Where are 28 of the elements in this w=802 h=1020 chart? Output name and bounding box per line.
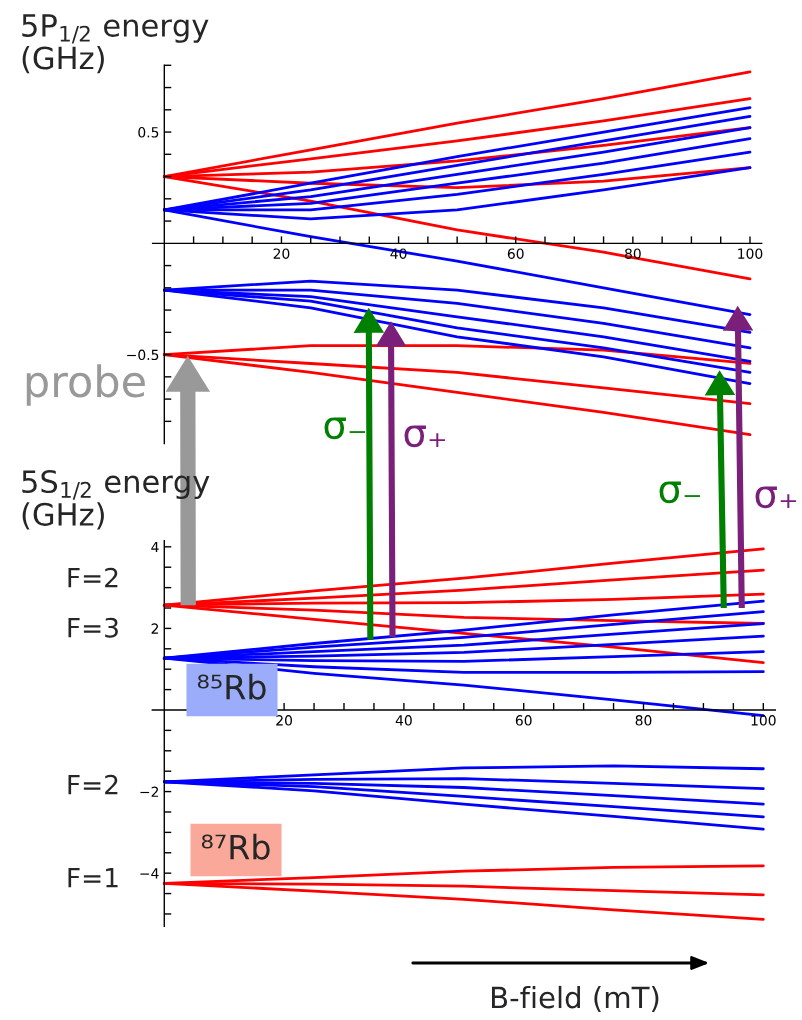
y-tick-label: −0.5 [127, 349, 159, 361]
text: σ₋ [659, 481, 700, 504]
annotation: ⁸⁷Rb [201, 833, 270, 860]
text: probe [26, 364, 145, 406]
y-tick-label: −4 [140, 868, 159, 879]
y-tick-label: 4 [151, 541, 159, 553]
y-tick-label: 0.5 [138, 127, 159, 138]
x-tick-label: 100 [751, 715, 776, 726]
y-axis-title: 5S$_{1/2}$ energy (GHz) [22, 470, 210, 530]
y-tick-label: 2 [151, 623, 159, 634]
x-tick-label: 20 [276, 715, 292, 726]
annotation: ⁸⁵Rb [197, 673, 266, 700]
text: F=2 [68, 567, 118, 588]
text: σ₊ [755, 486, 796, 509]
x-tick-label: 60 [507, 248, 524, 259]
x-tick-label: 80 [635, 715, 652, 726]
text: F=1 [68, 868, 118, 888]
annotation: σ₊ [404, 425, 445, 448]
annotation: σ₋ [324, 417, 365, 440]
x-tick-label: 20 [273, 248, 290, 259]
x-tick-label: 100 [738, 248, 763, 259]
text: F=3 [68, 617, 118, 638]
x-tick-label: 40 [395, 715, 412, 726]
text: F=2 [68, 774, 118, 795]
y-axis-title: 5P$_{1/2}$ energy (GHz) [22, 14, 209, 74]
y-tick-label: −2 [140, 786, 159, 797]
x-axis-title: B-field (mT) [492, 985, 659, 1012]
x-tick-label: 60 [515, 715, 532, 726]
